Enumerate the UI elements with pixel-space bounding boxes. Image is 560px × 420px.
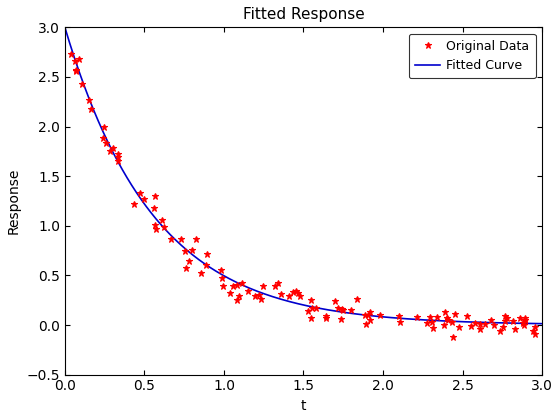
- Y-axis label: Response: Response: [7, 168, 21, 234]
- Original Data: [62, 16, 69, 21]
- Fitted Curve: [346, 310, 352, 315]
- X-axis label: t: t: [301, 399, 306, 413]
- Original Data: [455, 324, 462, 329]
- Line: Fitted Curve: Fitted Curve: [65, 27, 542, 324]
- Title: Fitted Response: Fitted Response: [242, 7, 365, 22]
- Fitted Curve: [291, 300, 298, 305]
- Fitted Curve: [539, 321, 545, 326]
- Original Data: [522, 318, 529, 323]
- Fitted Curve: [452, 319, 459, 324]
- Fitted Curve: [320, 307, 326, 312]
- Line: Original Data: Original Data: [62, 16, 539, 340]
- Original Data: [532, 332, 539, 337]
- Original Data: [450, 334, 456, 339]
- Fitted Curve: [288, 299, 295, 304]
- Fitted Curve: [528, 321, 534, 326]
- Fitted Curve: [62, 25, 68, 30]
- Original Data: [332, 299, 338, 304]
- Original Data: [424, 321, 431, 326]
- Original Data: [159, 218, 166, 223]
- Original Data: [188, 248, 195, 253]
- Legend: Original Data, Fitted Curve: Original Data, Fitted Curve: [409, 34, 536, 78]
